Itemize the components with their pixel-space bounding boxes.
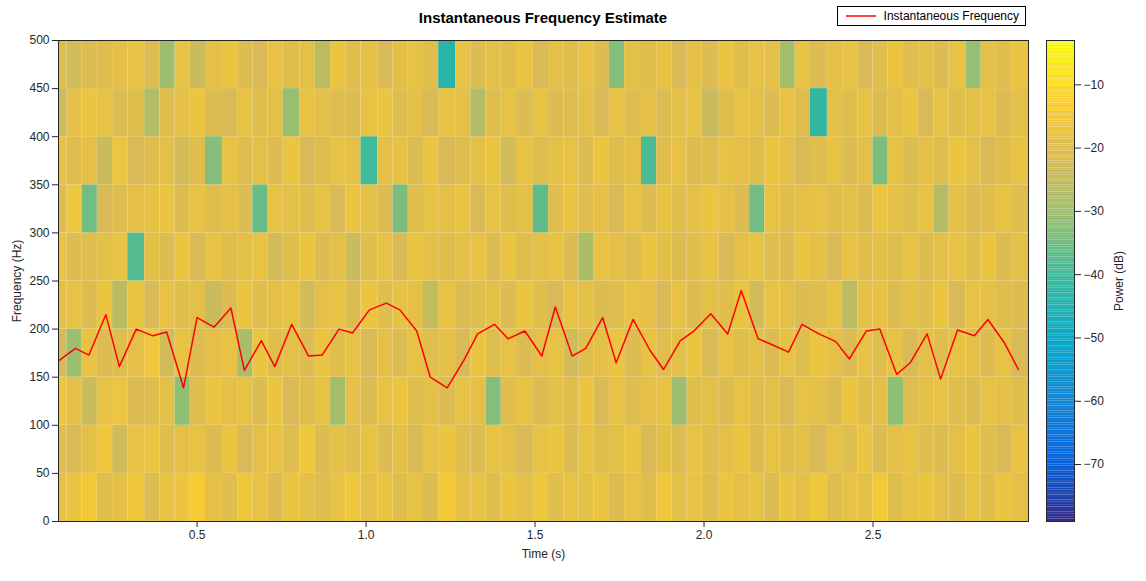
svg-text:500: 500 [29,33,49,47]
svg-text:−20: −20 [1084,141,1105,155]
svg-text:−50: −50 [1084,331,1105,345]
svg-text:Power (dB): Power (dB) [1112,251,1126,311]
html-text:Instantaneous Frequency: Instantaneous Frequency [883,9,1019,23]
svg-text:50: 50 [36,466,50,480]
svg-text:0: 0 [43,514,50,528]
svg-text:100: 100 [29,418,49,432]
svg-text:0.5: 0.5 [189,528,206,542]
svg-text:Time (s): Time (s) [522,547,566,561]
svg-text:−70: −70 [1084,457,1105,471]
svg-text:−60: −60 [1084,394,1105,408]
svg-text:350: 350 [29,178,49,192]
svg-text:150: 150 [29,370,49,384]
svg-text:1.0: 1.0 [358,528,375,542]
svg-text:−40: −40 [1084,268,1105,282]
svg-text:2.0: 2.0 [696,528,713,542]
svg-text:400: 400 [29,130,49,144]
svg-text:−10: −10 [1084,78,1105,92]
svg-text:300: 300 [29,226,49,240]
svg-text:200: 200 [29,322,49,336]
svg-text:450: 450 [29,81,49,95]
html-text:Instantaneous Frequency Estima: Instantaneous Frequency Estimate [418,8,668,26]
svg-text:2.5: 2.5 [865,528,882,542]
svg-text:−30: −30 [1084,204,1105,218]
svg-text:Frequency (Hz): Frequency (Hz) [10,240,24,323]
svg-text:1.5: 1.5 [527,528,544,542]
svg-text:250: 250 [29,274,49,288]
